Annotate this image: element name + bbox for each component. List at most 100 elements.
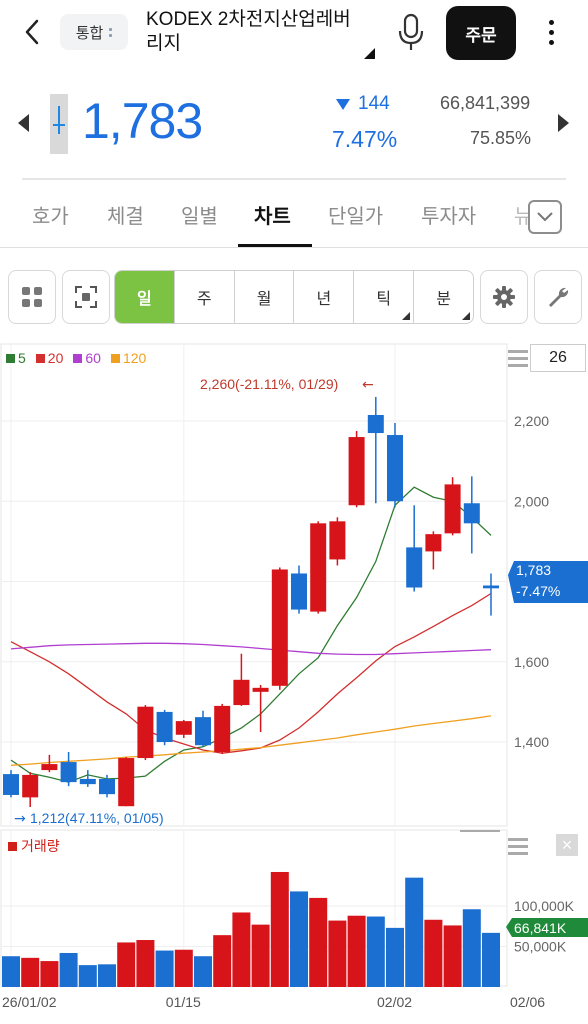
x-axis-label: 02/06 <box>510 994 545 1010</box>
period-year-button[interactable]: 년 <box>294 271 355 323</box>
legend-ma-5: 5 <box>6 350 26 366</box>
grid-icon <box>22 287 42 307</box>
tab-single-price[interactable]: 단일가 <box>328 206 384 228</box>
volume-bar <box>405 877 424 987</box>
chart-tools-button[interactable] <box>534 270 582 324</box>
candle-body <box>22 774 39 798</box>
candle-body <box>3 774 19 795</box>
price-tick-label: 1,400 <box>514 734 549 750</box>
title-dropdown-icon[interactable] <box>364 48 375 59</box>
x-axis-label: 01/15 <box>166 994 201 1010</box>
candle-body <box>156 711 173 742</box>
order-button[interactable]: 주문 <box>446 6 516 60</box>
candle-body <box>60 762 77 783</box>
tab-trades[interactable]: 체결 <box>107 206 144 228</box>
candle-body <box>271 569 288 686</box>
tab-daily[interactable]: 일별 <box>181 206 218 228</box>
more-dot-icon <box>548 29 554 35</box>
volume-bar <box>347 915 366 987</box>
volume-bar <box>174 949 193 987</box>
candle-body <box>329 521 346 560</box>
low-price-annotation: 1,212(47.11%, 01/05) <box>30 810 164 826</box>
back-button[interactable] <box>14 14 50 50</box>
tab-chart[interactable]: 차트 <box>254 206 291 228</box>
chevron-down-icon <box>537 212 553 222</box>
candle-body <box>348 437 365 506</box>
period-month-button[interactable]: 월 <box>235 271 295 323</box>
fullscreen-button[interactable] <box>62 270 110 324</box>
candle-body <box>233 679 250 706</box>
market-scope-selector[interactable]: 통합 <box>60 14 128 50</box>
volume-bar <box>213 935 232 987</box>
tab-news[interactable]: 뉴 <box>514 206 528 228</box>
previous-stock-arrow-icon[interactable] <box>18 114 29 132</box>
current-price: 1,783 <box>82 93 203 149</box>
more-options-button[interactable] <box>536 14 566 50</box>
volume-bar <box>232 912 251 987</box>
period-selector: 일 주 월 년 틱 분 <box>114 270 474 324</box>
volume-bar <box>462 909 481 987</box>
tab-orderbook[interactable]: 호가 <box>32 206 69 228</box>
expand-icon <box>75 286 97 308</box>
volume-bar <box>290 891 308 987</box>
period-label: 년 <box>316 291 332 308</box>
tab-investor[interactable]: 투자자 <box>421 206 477 228</box>
current-price-tag <box>508 561 588 603</box>
period-label: 일 <box>137 291 152 308</box>
period-label: 주 <box>196 291 212 308</box>
volume-bar <box>98 964 116 987</box>
volume-bar <box>309 897 328 987</box>
period-label: 틱 <box>376 291 392 308</box>
volume-bar <box>194 956 212 987</box>
candle-body <box>444 484 461 534</box>
volume-bar <box>2 956 20 987</box>
legend-swatch <box>6 353 15 363</box>
ma-legend: 5 20 60 120 <box>6 350 152 366</box>
left-arrow-icon: ← <box>362 377 374 393</box>
chevron-left-icon <box>25 19 39 45</box>
volume-tick-label: 50,000K <box>514 939 567 955</box>
candle-body <box>214 705 231 753</box>
legend-label: 20 <box>47 350 64 366</box>
candle-body <box>118 758 135 807</box>
down-triangle-icon <box>336 98 350 110</box>
close-volume-icon[interactable]: × <box>556 834 578 856</box>
layout-grid-button[interactable] <box>8 270 56 324</box>
period-label: 월 <box>256 291 272 308</box>
volume-bar <box>155 950 174 987</box>
candle-body <box>425 534 442 552</box>
more-dot-icon <box>548 19 554 25</box>
next-stock-arrow-icon[interactable] <box>558 114 569 132</box>
ma-line-120 <box>10 715 492 766</box>
current-price-tag-value: 1,783 <box>516 562 551 578</box>
voice-search-button[interactable] <box>394 12 428 52</box>
candle-body <box>79 778 96 785</box>
chart-settings-button[interactable] <box>480 270 528 324</box>
current-volume-tag-value: 66,841K <box>514 920 567 936</box>
volume-menu-icon[interactable] <box>508 838 528 859</box>
stock-title[interactable]: KODEX 2차전지산업레버리지 <box>146 9 351 54</box>
x-axis-label: 26/01/02 <box>2 994 57 1010</box>
volume-bar <box>386 927 404 987</box>
volume-bar <box>136 940 155 987</box>
legend-swatch <box>8 841 17 851</box>
legend-swatch <box>73 353 83 363</box>
trade-volume: 66,841,399 <box>440 93 531 113</box>
candle-body <box>463 503 480 524</box>
more-dot-icon <box>548 39 554 45</box>
period-day-button[interactable]: 일 <box>115 271 175 323</box>
tab-expand-button[interactable] <box>528 200 562 234</box>
high-price-annotation: 2,260(-21.11%, 01/29) <box>200 376 338 392</box>
period-week-button[interactable]: 주 <box>175 271 235 323</box>
chart-menu-icon[interactable] <box>508 350 528 371</box>
active-tab-indicator <box>238 244 312 247</box>
candle-body <box>310 523 327 612</box>
selector-dots-icon <box>109 27 113 37</box>
price-tick-label: 2,000 <box>514 493 549 509</box>
legend-ma-120: 120 <box>110 350 146 366</box>
period-count-input[interactable]: 26 <box>530 344 586 372</box>
volume-bar <box>251 924 270 987</box>
period-tick-button[interactable]: 틱 <box>354 271 415 323</box>
stock-chart[interactable]: 1,400 1,600 2,000 2,200 50,000K 100,000K 26/01… <box>0 340 588 1024</box>
period-minute-button[interactable]: 분 <box>414 271 473 323</box>
